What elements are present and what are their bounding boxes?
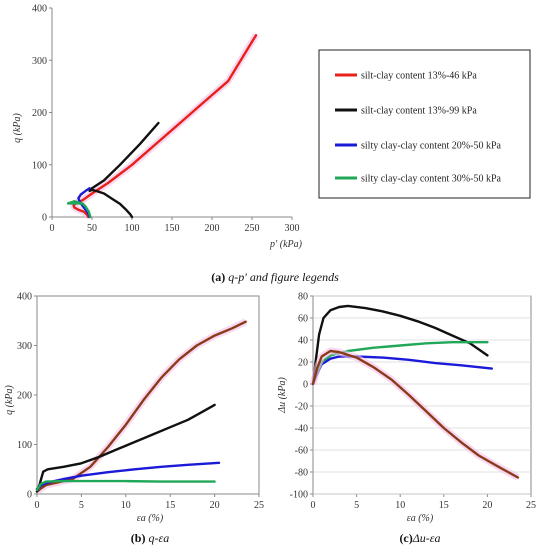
chart-a-xtick-label: 150 bbox=[165, 223, 180, 234]
chart-c-ytick-label: 80 bbox=[298, 292, 308, 303]
chart-c-series-halo bbox=[309, 347, 520, 481]
chart-a-series-line-2 bbox=[77, 187, 91, 219]
chart-b-xtick-label: 0 bbox=[35, 500, 40, 511]
chart-c-xtick-label: 0 bbox=[311, 500, 316, 511]
chart-a-series-halo bbox=[70, 33, 259, 219]
chart-b-ytick-label: 200 bbox=[17, 391, 32, 402]
chart-a-xtick-label: 250 bbox=[245, 223, 260, 234]
chart-b-xtick-label: 5 bbox=[79, 500, 84, 511]
caption-c: (c)Δu-εa bbox=[399, 531, 440, 545]
legend-label-3: silty clay-clay content 30%-50 kPa bbox=[361, 174, 502, 185]
caption-b: (b) q-εa bbox=[131, 531, 169, 545]
caption-a-text: q-p′ and figure legends bbox=[225, 270, 339, 284]
chart-a-ytick-label: 200 bbox=[32, 108, 47, 119]
chart-b-ytick-label: 300 bbox=[17, 341, 32, 352]
chart-b-series-line-3 bbox=[35, 479, 216, 492]
chart-b-ylabel: q (kPa) bbox=[4, 384, 15, 414]
chart-a-ytick-label: 300 bbox=[32, 56, 47, 67]
chart-c-ytick-label: 60 bbox=[298, 314, 308, 325]
caption-c-text: Δu-εa bbox=[412, 531, 441, 545]
chart-c-ytick-label: 0 bbox=[303, 380, 308, 391]
chart-a-xlabel: p′ (kPa) bbox=[269, 239, 303, 250]
chart-b: 0 5 10 15 20 25 0 100 200 300 400 q (kPa) εa (%) bbox=[4, 292, 264, 525]
chart-a-ytick-label: 400 bbox=[32, 4, 47, 15]
chart-c-ytick-label: -80 bbox=[295, 468, 308, 479]
chart-b-xlabel: εa (%) bbox=[137, 513, 164, 524]
chart-a-ylabel: q (kPa) bbox=[12, 112, 23, 142]
chart-a-ytick-label: 0 bbox=[42, 213, 47, 224]
chart-c-ylabel: Δu (kPa) bbox=[277, 377, 288, 414]
chart-a-series-line-3 bbox=[66, 200, 92, 219]
caption-c-label: (c) bbox=[399, 531, 412, 545]
chart-c-series-line-3 bbox=[311, 349, 520, 479]
chart-a-xtick-label: 200 bbox=[205, 223, 220, 234]
chart-a-series-line-0 bbox=[72, 34, 258, 219]
caption-a: (a) q-p′ and figure legends bbox=[211, 270, 339, 284]
chart-b-series-line-2 bbox=[35, 461, 221, 491]
chart-c-ytick-label: 20 bbox=[298, 358, 308, 369]
legend-label-0: silt-clay content 13%-46 kPa bbox=[361, 71, 477, 82]
chart-a-ytick-label: 100 bbox=[32, 160, 47, 171]
caption-a-label: (a) bbox=[211, 270, 225, 284]
chart-c-series-line-2 bbox=[311, 341, 489, 386]
chart-b-xtick-label: 10 bbox=[121, 500, 131, 511]
chart-c-xtick-label: 5 bbox=[354, 500, 359, 511]
chart-b-xtick-label: 15 bbox=[165, 500, 175, 511]
chart-c-xtick-label: 10 bbox=[395, 500, 405, 511]
legend-label-2: silty clay-clay content 20%-50 kPa bbox=[361, 141, 502, 152]
chart-b-series-line-1 bbox=[35, 403, 216, 493]
chart-a-xtick-label: 100 bbox=[125, 223, 140, 234]
chart-a-xtick-label: 0 bbox=[50, 223, 55, 234]
legend-label-1: silt-clay content 13%-99 kPa bbox=[361, 106, 477, 117]
chart-c-ytick-label: -20 bbox=[295, 402, 308, 413]
chart-b-ytick-label: 400 bbox=[17, 292, 32, 303]
chart-a-series-line-1 bbox=[88, 121, 160, 219]
chart-a-xtick-label: 300 bbox=[285, 223, 300, 234]
chart-c: 0 5 10 15 20 25 -100 -80 -60 -40 -20 0 20 40 60 80 Δu (… bbox=[277, 292, 536, 525]
chart-b-xtick-label: 20 bbox=[210, 500, 220, 511]
chart-c-xtick-label: 15 bbox=[439, 500, 449, 511]
chart-b-series-line-0 bbox=[35, 320, 247, 493]
chart-c-series-line-0 bbox=[311, 304, 489, 386]
chart-c-xtick-label: 25 bbox=[526, 500, 536, 511]
chart-b-ytick-label: 0 bbox=[27, 490, 32, 501]
chart-c-ytick-label: -40 bbox=[295, 424, 308, 435]
chart-c-ytick-label: 40 bbox=[298, 336, 308, 347]
chart-c-xlabel: εa (%) bbox=[407, 513, 434, 524]
chart-c-series-line-1 bbox=[311, 355, 493, 386]
chart-c-ytick-label: -100 bbox=[290, 490, 308, 501]
chart-b-ytick-label: 100 bbox=[17, 440, 32, 451]
caption-b-label: (b) bbox=[131, 531, 146, 545]
chart-b-xtick-label: 25 bbox=[254, 500, 264, 511]
legend: silt-clay content 13%-46 kPa silt-clay co… bbox=[318, 49, 531, 199]
chart-a-xtick-label: 50 bbox=[87, 223, 97, 234]
chart-c-ytick-label: -60 bbox=[295, 446, 308, 457]
caption-b-text: q-εa bbox=[145, 531, 169, 545]
chart-c-xtick-label: 20 bbox=[482, 500, 492, 511]
